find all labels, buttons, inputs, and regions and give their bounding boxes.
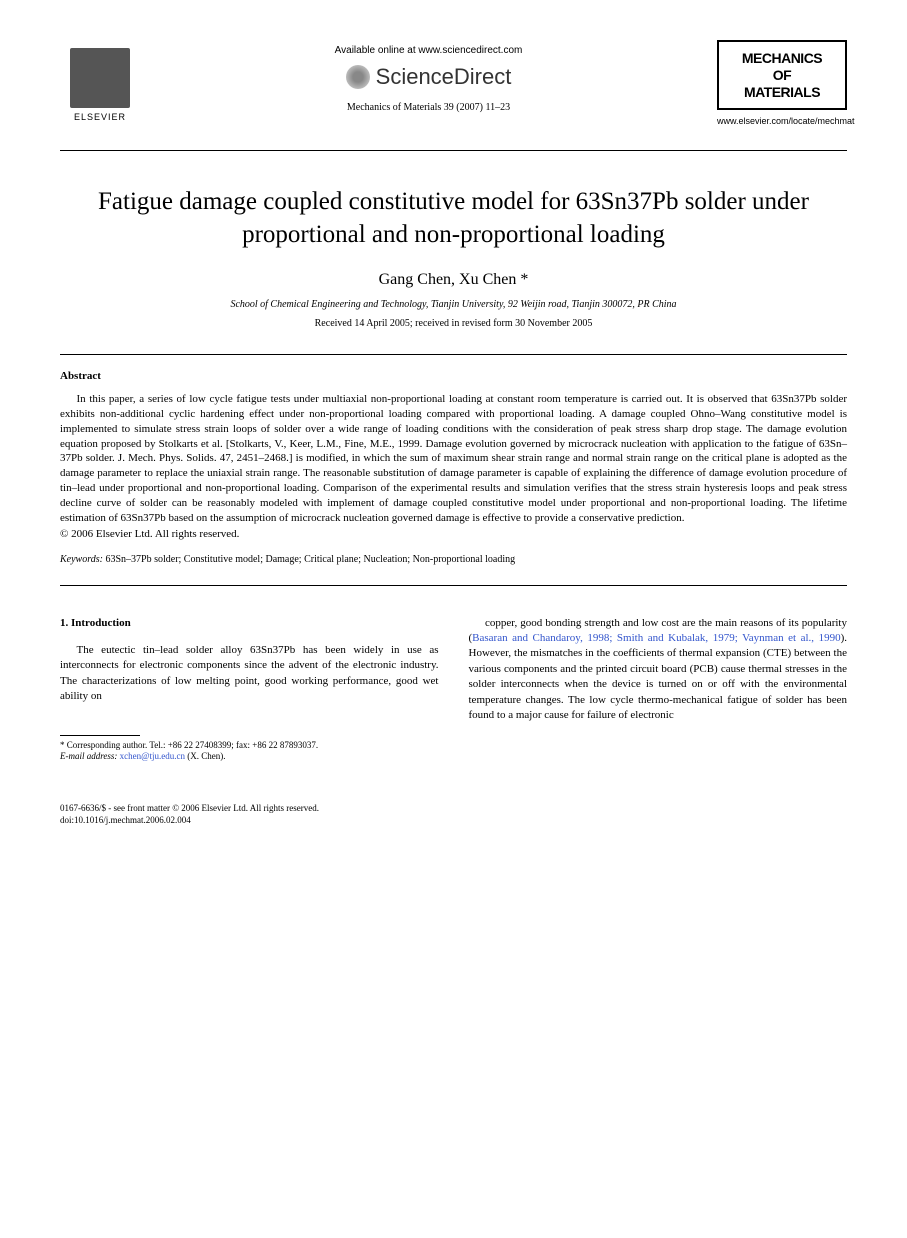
received-dates: Received 14 April 2005; received in revi… <box>60 318 847 329</box>
journal-reference: Mechanics of Materials 39 (2007) 11–23 <box>140 102 717 113</box>
journal-url: www.elsevier.com/locate/mechmat <box>717 116 847 126</box>
available-online-text: Available online at www.sciencedirect.co… <box>140 45 717 56</box>
abstract-body: In this paper, a series of low cycle fat… <box>60 392 847 526</box>
divider-above-abstract <box>60 354 847 355</box>
center-header: Available online at www.sciencedirect.co… <box>140 40 717 113</box>
sciencedirect-icon <box>346 65 370 89</box>
elsevier-tree-icon <box>70 48 130 108</box>
email-label: E-mail address: <box>60 751 117 761</box>
sciencedirect-brand: ScienceDirect <box>140 64 717 90</box>
footer-doi: doi:10.1016/j.mechmat.2006.02.004 <box>60 815 847 827</box>
footnote-divider <box>60 735 140 736</box>
intro-para-2: copper, good bonding strength and low co… <box>469 616 848 724</box>
footer-front-matter: 0167-6636/$ - see front matter © 2006 El… <box>60 803 847 815</box>
article-title: Fatigue damage coupled constitutive mode… <box>80 186 827 251</box>
intro-col2-b: ). However, the mismatches in the coeffi… <box>469 632 848 721</box>
journal-box-line2: OF <box>723 67 841 84</box>
divider-below-keywords <box>60 585 847 586</box>
header-row: ELSEVIER Available online at www.science… <box>60 40 847 130</box>
email-footnote: E-mail address: xchen@tju.edu.cn (X. Che… <box>60 751 439 763</box>
journal-box-line3: MATERIALS <box>723 84 841 101</box>
elsevier-label: ELSEVIER <box>74 112 126 122</box>
journal-box: MECHANICS OF MATERIALS www.elsevier.com/… <box>717 40 847 126</box>
email-address[interactable]: xchen@tju.edu.cn <box>120 751 185 761</box>
journal-box-line1: MECHANICS <box>723 50 841 67</box>
citation-link[interactable]: Basaran and Chandaroy, 1998; Smith and K… <box>472 632 840 644</box>
authors: Gang Chen, Xu Chen * <box>60 271 847 289</box>
body-columns: 1. Introduction The eutectic tin–lead so… <box>60 616 847 763</box>
elsevier-logo: ELSEVIER <box>60 40 140 130</box>
corresponding-author-note: * Corresponding author. Tel.: +86 22 274… <box>60 740 439 752</box>
keywords: Keywords: 63Sn–37Pb solder; Constitutive… <box>60 554 847 565</box>
column-left: 1. Introduction The eutectic tin–lead so… <box>60 616 439 763</box>
column-right: copper, good bonding strength and low co… <box>469 616 848 763</box>
email-author-name: (X. Chen). <box>185 751 226 761</box>
footer: 0167-6636/$ - see front matter © 2006 El… <box>60 803 847 826</box>
intro-para-1: The eutectic tin–lead solder alloy 63Sn3… <box>60 643 439 705</box>
affiliation: School of Chemical Engineering and Techn… <box>60 299 847 310</box>
abstract-heading: Abstract <box>60 370 847 382</box>
keywords-label: Keywords: <box>60 554 103 565</box>
keywords-text: 63Sn–37Pb solder; Constitutive model; Da… <box>103 554 515 565</box>
sciencedirect-label: ScienceDirect <box>376 64 512 90</box>
divider-top <box>60 150 847 151</box>
section-1-heading: 1. Introduction <box>60 616 439 631</box>
copyright: © 2006 Elsevier Ltd. All rights reserved… <box>60 528 847 540</box>
journal-title-box: MECHANICS OF MATERIALS <box>717 40 847 110</box>
